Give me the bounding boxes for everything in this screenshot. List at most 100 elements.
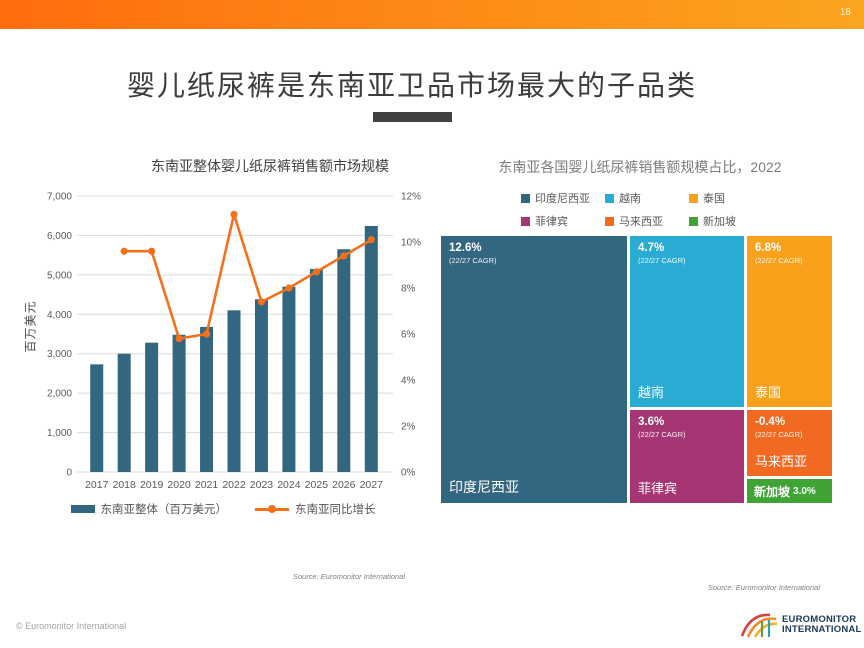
treemap-cagr-value: 3.6% — [638, 416, 665, 428]
legend-label: 新加坡 — [703, 216, 736, 228]
euromonitor-logo: EUROMONITOR INTERNATIONAL — [740, 612, 861, 638]
treemap-block-vietnam: 4.7% (22/27 CAGR) 越南 — [630, 236, 744, 407]
treemap-country-name: 印度尼西亚 — [449, 479, 519, 495]
treemap-country-name: 新加坡 — [754, 484, 791, 499]
growth-line-marker — [257, 298, 266, 306]
bar-2026 — [337, 249, 351, 472]
header-band: 18 — [0, 0, 864, 29]
legend-line-label: 东南亚同比增长 — [295, 504, 376, 516]
right-chart-source: Source: Euromonitor International — [707, 583, 820, 592]
growth-line — [124, 213, 372, 340]
legend-label: 菲律宾 — [535, 216, 568, 228]
treemap: 12.6% (22/27 CAGR) 印度尼西亚 4.7% (22/27 CAGR) 越南… — [441, 236, 832, 504]
y-right-tick: 6% — [401, 330, 416, 341]
right-chart-title: 东南亚各国婴儿纸尿裤销售额规模占比，2022 — [498, 159, 782, 175]
y-left-tick: 0 — [66, 468, 72, 479]
x-tick-2019: 2019 — [140, 479, 164, 491]
growth-line-marker — [148, 247, 156, 255]
y-right-tick: 2% — [401, 422, 416, 433]
y-right-tick: 0% — [401, 468, 416, 479]
legend-item-line: 东南亚同比增长 — [255, 501, 376, 517]
bar-2021 — [200, 326, 214, 472]
legend-swatch-icon — [605, 193, 614, 203]
logo-text: EUROMONITOR INTERNATIONAL — [782, 613, 862, 636]
y-left-tick: 5,000 — [47, 270, 72, 281]
treemap-block-malaysia: -0.4% (22/27 CAGR) 马来西亚 — [747, 410, 832, 476]
page-number: 18 — [839, 7, 851, 18]
growth-line-marker — [285, 284, 293, 292]
bar-2023 — [254, 299, 268, 472]
treemap-country-name: 越南 — [638, 385, 665, 400]
treemap-country-name: 菲律宾 — [638, 481, 678, 496]
x-tick-2027: 2027 — [360, 479, 384, 491]
legend-label: 泰国 — [703, 193, 725, 205]
left-chart-legend: 东南亚整体（百万美元） 东南亚同比增长 — [18, 501, 428, 517]
right-legend-item-1: 越南 — [605, 190, 689, 206]
treemap-cagr-note: (22/27 CAGR) — [449, 256, 497, 265]
right-chart-legend: 印度尼西亚 越南 泰国菲律宾 马来西亚 新加坡 — [521, 190, 773, 229]
right-legend-item-0: 印度尼西亚 — [521, 190, 605, 206]
right-legend-item-5: 新加坡 — [689, 213, 773, 229]
treemap-block-indonesia: 12.6% (22/27 CAGR) 印度尼西亚 — [441, 236, 627, 503]
bar-2025 — [309, 268, 323, 472]
y-right-tick: 8% — [401, 284, 416, 295]
y-left-tick: 3,000 — [47, 349, 72, 360]
treemap-cagr-value: 3.0% — [793, 485, 816, 497]
x-tick-2024: 2024 — [277, 479, 301, 491]
title-underline-bar — [373, 112, 452, 122]
x-tick-2018: 2018 — [113, 479, 137, 491]
legend-bar-label: 东南亚整体（百万美元） — [100, 504, 228, 516]
treemap-cagr-note: (22/27 CAGR) — [638, 256, 686, 265]
treemap-country-name: 马来西亚 — [755, 454, 808, 469]
treemap-cagr-note: (22/27 CAGR) — [755, 256, 803, 265]
footer-copyright: © Euromonitor International — [16, 621, 127, 631]
right-legend-item-2: 泰国 — [689, 190, 773, 206]
x-tick-2026: 2026 — [332, 479, 356, 491]
y-right-tick: 10% — [401, 238, 421, 249]
bar-2024 — [282, 286, 296, 472]
treemap-cagr-note: (22/27 CAGR) — [638, 430, 686, 439]
x-tick-2023: 2023 — [250, 479, 274, 491]
legend-label: 印度尼西亚 — [535, 193, 590, 205]
bar-swatch-icon — [70, 505, 95, 513]
bar-2020 — [172, 334, 186, 472]
slide-title: 婴儿纸尿裤是东南亚卫品市场最大的子品类 — [126, 71, 697, 102]
treemap-block-philippines: 3.6% (22/27 CAGR) 菲律宾 — [630, 410, 744, 503]
logo-line2: INTERNATIONAL — [782, 624, 862, 635]
treemap-block-singapore: 新加坡 3.0% — [747, 479, 832, 503]
legend-label: 马来西亚 — [619, 216, 663, 228]
growth-line-marker — [230, 210, 238, 218]
y-left-tick: 6,000 — [47, 231, 72, 242]
bar-2018 — [117, 353, 131, 472]
x-tick-2021: 2021 — [195, 479, 219, 491]
growth-line-marker — [202, 330, 211, 338]
legend-swatch-icon — [605, 216, 614, 226]
legend-swatch-icon — [689, 216, 698, 226]
x-tick-2022: 2022 — [222, 479, 246, 491]
line-swatch-icon — [255, 505, 289, 513]
left-chart-title: 东南亚整体婴儿纸尿裤销售额市场规模 — [151, 158, 389, 174]
bar-2027 — [364, 225, 378, 472]
logo-line1: EUROMONITOR — [782, 613, 857, 625]
x-tick-2025: 2025 — [305, 479, 329, 491]
y-right-tick: 12% — [401, 192, 421, 203]
y-right-tick: 4% — [401, 376, 416, 387]
treemap-cagr-value: 12.6% — [449, 242, 482, 254]
growth-line-marker — [340, 252, 348, 260]
y-left-tick: 1,000 — [47, 428, 72, 439]
growth-line-marker — [312, 268, 320, 276]
treemap-cagr-value: 6.8% — [755, 242, 782, 254]
right-legend-item-4: 马来西亚 — [605, 213, 689, 229]
combo-chart-svg: 0 1,000 2,000 3,000 4,000 5,000 6,000 7,000 0% 2%… — [47, 192, 421, 492]
legend-label: 越南 — [619, 193, 641, 205]
y-left-tick: 2,000 — [47, 389, 72, 400]
y-left-tick: 4,000 — [47, 310, 72, 321]
growth-line-marker — [175, 335, 183, 343]
bar-2019 — [145, 342, 159, 472]
bar-2017 — [90, 364, 104, 472]
growth-line-marker — [120, 247, 128, 255]
treemap-cagr-note: (22/27 CAGR) — [755, 430, 803, 439]
treemap-country-name: 泰国 — [755, 385, 782, 400]
y-left-tick: 7,000 — [47, 192, 72, 203]
